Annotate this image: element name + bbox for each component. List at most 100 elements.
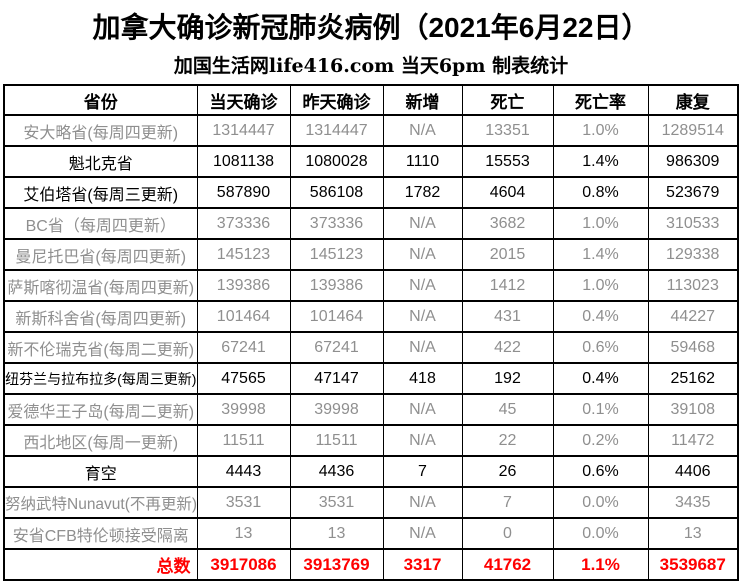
cell-new-cases: N/A <box>382 269 463 302</box>
page-subtitle: 加国生活网life416.com 当天6pm 制表统计 <box>173 55 569 77</box>
table-row: 安省CFB特伦顿接受隔离 13 13 N/A 0 0.0% 13 <box>3 517 739 550</box>
cell-death-rate: 1.1% <box>552 548 649 581</box>
cell-deaths: 7 <box>461 486 554 519</box>
cell-today-confirmed: 139386 <box>196 269 291 302</box>
cell-death-rate: 0.2% <box>552 424 649 457</box>
cell-deaths: 41762 <box>461 548 554 581</box>
cell-today-confirmed: 101464 <box>196 300 291 333</box>
cell-province: 爱德华王子岛(每周二更新) <box>3 393 198 426</box>
cell-yesterday-confirmed: 67241 <box>289 331 384 364</box>
cell-province: 安大略省(每周四更新) <box>3 114 198 147</box>
cell-recovered: 25162 <box>647 362 739 395</box>
cell-today-confirmed: 3917086 <box>196 548 291 581</box>
cell-death-rate: 0.1% <box>552 393 649 426</box>
cell-new-cases: N/A <box>382 114 463 147</box>
cell-deaths: 0 <box>461 517 554 550</box>
table-row: 西北地区(每周一更新) 11511 11511 N/A 22 0.2% 11472 <box>3 424 739 457</box>
cell-today-confirmed: 373336 <box>196 207 291 240</box>
cell-new-cases: N/A <box>382 331 463 364</box>
cell-province: 萨斯喀彻温省(每周四更新) <box>3 269 198 302</box>
cell-deaths: 422 <box>461 331 554 364</box>
cell-deaths: 192 <box>461 362 554 395</box>
cell-today-confirmed: 13 <box>196 517 291 550</box>
cell-recovered: 39108 <box>647 393 739 426</box>
cell-deaths: 22 <box>461 424 554 457</box>
cell-death-rate: 0.0% <box>552 517 649 550</box>
cell-province: 西北地区(每周一更新) <box>3 424 198 457</box>
cell-province: 艾伯塔省(每周三更新) <box>3 176 198 209</box>
table-row: 新不伦瑞克省(每周二更新) 67241 67241 N/A 422 0.6% 59468 <box>3 331 739 364</box>
cell-deaths: 4604 <box>461 176 554 209</box>
cell-today-confirmed: 47565 <box>196 362 291 395</box>
cell-recovered: 3435 <box>647 486 739 519</box>
cell-new-cases: 418 <box>382 362 463 395</box>
cell-province: 曼尼托巴省(每周四更新) <box>3 238 198 271</box>
cell-death-rate: 0.6% <box>552 455 649 488</box>
cell-province: 育空 <box>3 455 198 488</box>
cell-province: 新斯科舍省(每周四更新) <box>3 300 198 333</box>
cell-yesterday-confirmed: 3913769 <box>289 548 384 581</box>
col-header-yesterday-confirmed: 昨天确诊 <box>289 84 384 116</box>
cell-today-confirmed: 67241 <box>196 331 291 364</box>
table-row: 新斯科舍省(每周四更新) 101464 101464 N/A 431 0.4% 44227 <box>3 300 739 333</box>
cell-province: 安省CFB特伦顿接受隔离 <box>3 517 198 550</box>
col-header-recovered: 康复 <box>647 84 739 116</box>
cell-province: 纽芬兰与拉布拉多(每周三更新) <box>3 362 198 395</box>
cell-death-rate: 0.4% <box>552 300 649 333</box>
cell-today-confirmed: 3531 <box>196 486 291 519</box>
cell-today-confirmed: 145123 <box>196 238 291 271</box>
cell-recovered: 3539687 <box>647 548 739 581</box>
table-row: 萨斯喀彻温省(每周四更新) 139386 139386 N/A 1412 1.0% 1130… <box>3 269 739 302</box>
cell-recovered: 59468 <box>647 331 739 364</box>
cell-deaths: 15553 <box>461 145 554 178</box>
cell-new-cases: N/A <box>382 517 463 550</box>
cell-yesterday-confirmed: 47147 <box>289 362 384 395</box>
cell-yesterday-confirmed: 145123 <box>289 238 384 271</box>
total-row: 总数 3917086 3913769 3317 41762 1.1% 3539687 <box>3 548 739 581</box>
cell-new-cases: N/A <box>382 486 463 519</box>
table-row: BC省（每周四更新） 373336 373336 N/A 3682 1.0% 310533 <box>3 207 739 240</box>
page-title: 加拿大确诊新冠肺炎病例（2021年6月22日） <box>92 12 650 43</box>
col-header-new-cases: 新增 <box>382 84 463 116</box>
cell-today-confirmed: 1081138 <box>196 145 291 178</box>
cell-new-cases: 1782 <box>382 176 463 209</box>
cell-province: 魁北克省 <box>3 145 198 178</box>
table-row: 曼尼托巴省(每周四更新) 145123 145123 N/A 2015 1.4% 12933… <box>3 238 739 271</box>
cell-recovered: 44227 <box>647 300 739 333</box>
cell-death-rate: 0.6% <box>552 331 649 364</box>
cell-yesterday-confirmed: 13 <box>289 517 384 550</box>
cell-yesterday-confirmed: 101464 <box>289 300 384 333</box>
cell-recovered: 4406 <box>647 455 739 488</box>
cell-death-rate: 1.0% <box>552 269 649 302</box>
cell-yesterday-confirmed: 139386 <box>289 269 384 302</box>
cell-recovered: 1289514 <box>647 114 739 147</box>
cell-death-rate: 1.0% <box>552 207 649 240</box>
table-row: 育空 4443 4436 7 26 0.6% 4406 <box>3 455 739 488</box>
cell-yesterday-confirmed: 586108 <box>289 176 384 209</box>
cell-new-cases: N/A <box>382 238 463 271</box>
cell-today-confirmed: 587890 <box>196 176 291 209</box>
cell-deaths: 45 <box>461 393 554 426</box>
cell-province: 新不伦瑞克省(每周二更新) <box>3 331 198 364</box>
cell-recovered: 523679 <box>647 176 739 209</box>
cell-yesterday-confirmed: 39998 <box>289 393 384 426</box>
cell-death-rate: 0.8% <box>552 176 649 209</box>
cell-deaths: 1412 <box>461 269 554 302</box>
cell-deaths: 26 <box>461 455 554 488</box>
cell-new-cases: N/A <box>382 393 463 426</box>
cell-new-cases: N/A <box>382 300 463 333</box>
cell-deaths: 3682 <box>461 207 554 240</box>
cell-new-cases: N/A <box>382 424 463 457</box>
table-row: 艾伯塔省(每周三更新) 587890 586108 1782 4604 0.8% 52367… <box>3 176 739 209</box>
header-row: 省份 当天确诊 昨天确诊 新增 死亡 死亡率 康复 <box>3 84 739 116</box>
cell-today-confirmed: 39998 <box>196 393 291 426</box>
cell-yesterday-confirmed: 4436 <box>289 455 384 488</box>
cell-today-confirmed: 11511 <box>196 424 291 457</box>
table-row: 爱德华王子岛(每周二更新) 39998 39998 N/A 45 0.1% 39108 <box>3 393 739 426</box>
cell-deaths: 431 <box>461 300 554 333</box>
cell-yesterday-confirmed: 1314447 <box>289 114 384 147</box>
cell-deaths: 2015 <box>461 238 554 271</box>
cell-recovered: 129338 <box>647 238 739 271</box>
cell-today-confirmed: 1314447 <box>196 114 291 147</box>
